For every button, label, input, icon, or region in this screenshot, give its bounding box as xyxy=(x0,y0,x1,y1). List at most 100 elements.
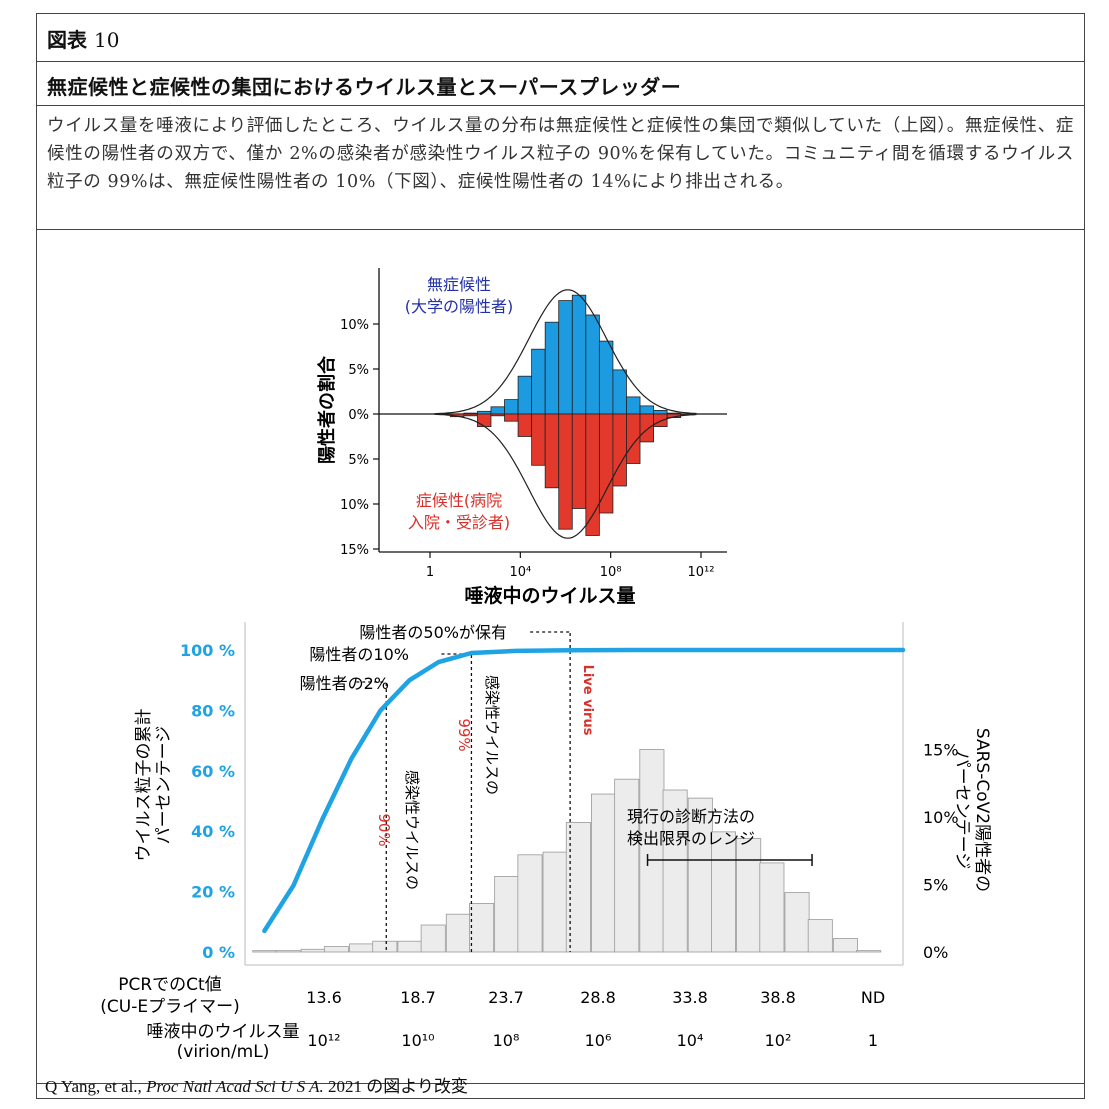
positives-histogram-bar xyxy=(856,950,882,953)
left-y-tick-label: 40 % xyxy=(191,822,235,841)
positives-histogram-bar xyxy=(759,862,785,953)
ct-tick-label: 13.6 xyxy=(306,988,342,1007)
title-row: 無症候性と症候性の集団におけるウイルス量とスーパースプレッダー xyxy=(37,62,1084,106)
positives-histogram-bar xyxy=(807,919,833,953)
guide-label-2pct: 陽性者の2% xyxy=(300,674,389,693)
legend-symptomatic-label: 症候性(病院入院・受診者) xyxy=(408,491,510,532)
positives-histogram-bar xyxy=(784,892,810,953)
right-y-tick-label: 15% xyxy=(923,741,959,760)
positives-histogram-bar xyxy=(687,797,713,953)
source-row: Q Yang, et al., Proc Natl Acad Sci U S A… xyxy=(37,1068,1084,1098)
top-y-tick-label: 5% xyxy=(348,363,369,378)
top-bar-asymptomatic xyxy=(585,314,600,415)
positives-histogram-bar xyxy=(542,851,568,953)
cumulative-virus-curve xyxy=(262,647,906,934)
positives-histogram-bar xyxy=(275,950,301,953)
positives-histogram-bar xyxy=(736,838,762,953)
positives-histogram-bar xyxy=(494,876,520,953)
annotation-99-text: 感染性ウイルスの xyxy=(483,675,501,795)
legend-asymptomatic-label: 無症候性(大学の陽性者) xyxy=(405,275,514,316)
top-fit-curve-asymptomatic xyxy=(434,289,697,415)
left-y-tick-label: 0 % xyxy=(202,943,235,962)
ct-tick-label: ND xyxy=(861,988,885,1007)
positives-histogram-bar xyxy=(662,789,688,953)
top-y-tick-label: 5% xyxy=(348,453,369,468)
top-x-axis-label: 唾液中のウイルス量 xyxy=(464,584,635,607)
top-bar-symptomatic xyxy=(653,413,668,427)
description-row: ウイルス量を唾液により評価したところ、ウイルス量の分布は無症候性と症候性の集団で… xyxy=(37,106,1084,230)
annotation-90-text: 感染性ウイルスの xyxy=(403,770,421,890)
left-y-tick-label: 60 % xyxy=(191,762,235,781)
top-bar-symptomatic xyxy=(504,413,519,422)
positives-histogram-bar xyxy=(300,948,326,953)
positives-histogram-bar xyxy=(469,903,495,953)
detection-limit-label: 現行の診断方法の検出限界のレンジ xyxy=(627,807,755,848)
top-bar-symptomatic xyxy=(490,413,505,417)
top-bar-symptomatic xyxy=(571,413,587,509)
left-y-tick-label: 100 % xyxy=(180,641,235,660)
positives-histogram-bar xyxy=(591,793,617,953)
ct-tick-label: 38.8 xyxy=(760,988,796,1007)
positives-histogram-bar xyxy=(639,749,665,953)
top-bar-symptomatic xyxy=(558,413,573,530)
top-bar-asymptomatic xyxy=(571,294,587,415)
virus-load-tick-label: 10¹⁰ xyxy=(401,1031,434,1050)
left-axis-label-line1: ウイルス粒子の累計 xyxy=(134,709,154,862)
ct-row-label: PCRでのCt値(CU-Eプライマー) xyxy=(100,975,239,1017)
top-x-tick-label: 10⁴ xyxy=(509,565,531,580)
top-bar-symptomatic xyxy=(544,413,560,489)
top-x-tick-label: 10⁸ xyxy=(600,565,622,580)
positives-histogram-bar xyxy=(397,940,423,953)
top-bar-asymptomatic xyxy=(598,340,614,415)
left-y-tick-label: 80 % xyxy=(191,701,235,720)
virus-load-tick-label: 10⁴ xyxy=(677,1031,704,1050)
right-y-tick-label: 5% xyxy=(923,876,948,895)
top-bar-asymptomatic xyxy=(531,348,546,415)
top-bar-asymptomatic xyxy=(544,321,560,415)
top-bar-symptomatic xyxy=(517,413,533,437)
top-bar-symptomatic xyxy=(463,413,478,417)
positives-histogram-bar xyxy=(614,778,640,953)
figure-label-row: 図表 10 xyxy=(37,14,1084,62)
virus-load-tick-label: 10⁶ xyxy=(585,1031,612,1050)
positives-histogram-bar xyxy=(517,854,543,953)
top-bar-symptomatic xyxy=(477,413,492,427)
figure-canvas: 10%5%0%5%10%15%1 10⁴ 10⁸ 10¹²陽性者の割合唾液中のウイルス… xyxy=(100,268,992,1062)
ct-tick-label: 18.7 xyxy=(400,988,436,1007)
left-axis-label-line2: パーセンテージ xyxy=(154,726,174,845)
left-y-tick-label: 20 % xyxy=(191,883,235,902)
top-bar-symptomatic xyxy=(639,413,654,443)
positives-histogram-bar xyxy=(832,938,858,953)
guide-label-10pct: 陽性者の10% xyxy=(309,645,409,664)
top-bar-asymptomatic xyxy=(612,369,627,415)
top-bar-asymptomatic xyxy=(639,405,654,415)
top-bar-asymptomatic xyxy=(477,410,492,415)
top-bar-asymptomatic xyxy=(490,406,505,415)
ct-tick-label: 28.8 xyxy=(580,988,616,1007)
annotation-90-pct: 90% xyxy=(375,813,393,846)
right-y-tick-label: 10% xyxy=(923,808,959,827)
top-y-tick-label: 15% xyxy=(340,543,369,558)
virus-load-tick-label: 10² xyxy=(765,1031,792,1050)
top-x-tick-label: 10¹² xyxy=(688,565,715,580)
virus-load-tick-label: 10¹² xyxy=(307,1031,340,1050)
positives-histogram-bar xyxy=(323,946,349,953)
annotation-99-pct: 99% xyxy=(455,718,473,751)
top-x-tick-label: 1 xyxy=(426,565,434,580)
top-y-axis-label: 陽性者の割合 xyxy=(316,355,338,464)
right-axis-label-line2: パーセンテージ xyxy=(952,751,972,870)
positives-histogram-bar xyxy=(372,940,398,953)
top-y-tick-label: 0% xyxy=(348,408,369,423)
top-bar-symptomatic xyxy=(612,413,627,487)
virus-load-row-label: 唾液中のウイルス量(virion/mL) xyxy=(147,1022,300,1062)
right-axis-label-line1: SARS-CoV2陽性者の xyxy=(972,728,992,892)
virus-load-tick-label: 10⁸ xyxy=(493,1031,520,1050)
virus-load-tick-label: 1 xyxy=(868,1031,878,1050)
top-bar-symptomatic xyxy=(585,413,600,536)
figure-title: 無症候性と症候性の集団におけるウイルス量とスーパースプレッダー xyxy=(47,75,682,99)
positives-histogram-bar xyxy=(445,913,471,953)
top-y-tick-label: 10% xyxy=(340,318,369,333)
top-y-tick-label: 10% xyxy=(340,498,369,513)
ct-tick-label: 23.7 xyxy=(488,988,524,1007)
top-bar-asymptomatic xyxy=(558,300,573,415)
